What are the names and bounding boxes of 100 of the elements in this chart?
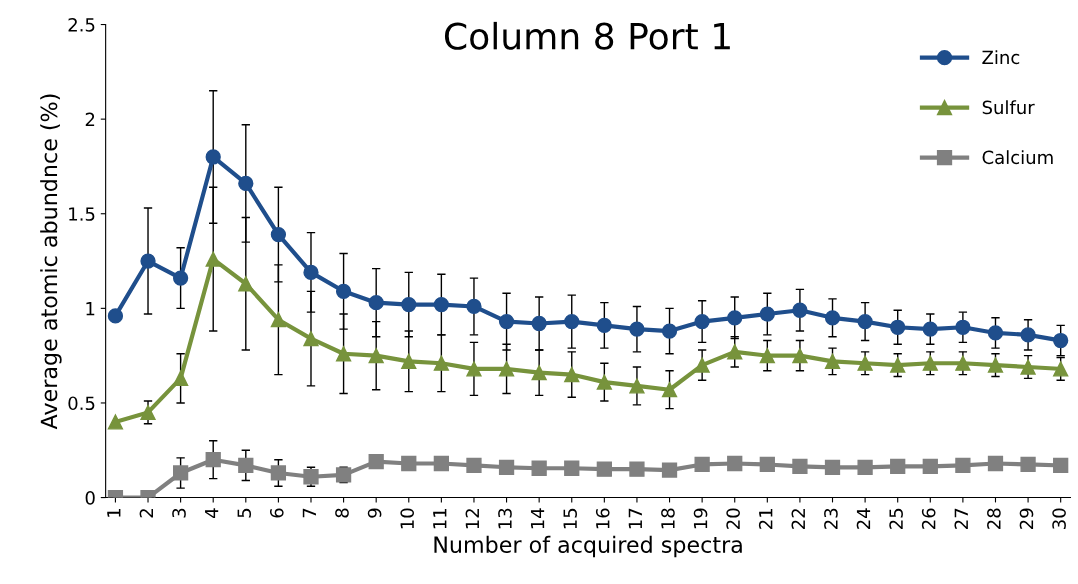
point [498,361,515,377]
point [498,313,515,330]
point [335,283,352,299]
point [107,308,124,324]
x-tick-label: 7 [302,508,316,518]
point [792,302,808,318]
x-tick-label: 2 [139,509,153,518]
x-tick-label: 28 [987,508,1001,529]
x-tick-label: 25 [889,508,903,529]
legend-label: Zinc [982,50,1020,65]
x-axis-title: Number of acquired spectra [434,535,742,558]
point [238,457,254,474]
point [955,319,971,335]
point [140,404,156,421]
point [107,414,124,430]
y-tick-label: 2 [85,112,95,126]
point [955,355,971,371]
point [759,306,775,322]
point [661,462,678,478]
y-tick-label: 1.5 [69,207,95,221]
y-tick-label: 0.5 [68,396,95,411]
point [596,317,612,334]
point [335,346,352,362]
x-tick-label: 15 [563,508,577,529]
point [1053,457,1069,474]
y-tick-label: 1 [86,302,95,316]
point [694,456,710,473]
point [303,264,319,281]
x-tick-label: 14 [530,508,545,529]
x-tick-label: 17 [628,508,642,529]
x-tick-label: 23 [824,508,838,529]
point [564,460,580,476]
x-tick-label: 20 [726,508,740,529]
point [955,457,971,474]
point [629,461,645,477]
legend-label: Sulfur [982,100,1035,115]
point [401,455,417,472]
point [857,313,873,330]
point [368,453,384,470]
point [792,348,808,364]
point [1053,361,1069,377]
x-tick-label: 24 [856,508,871,529]
x-tick-label: 6 [269,508,284,518]
point [890,357,906,373]
point [140,253,156,269]
point [890,319,906,335]
point [401,353,417,369]
point [238,276,254,292]
point [368,295,384,311]
x-tick-label: 21 [758,508,773,529]
x-tick-label: 13 [498,508,512,529]
point [824,459,841,475]
point [531,365,547,381]
x-tick-label: 4 [205,508,219,518]
point [433,296,450,313]
point [727,310,743,326]
point [694,313,710,330]
y-tick-label: 2.5 [68,17,95,32]
point [857,459,873,475]
point [1020,327,1036,343]
point [661,323,678,339]
x-tick-label: 16 [595,508,610,529]
point [564,313,580,330]
x-tick-label: 18 [661,508,675,529]
point [466,457,482,474]
legend-label: Calcium [982,150,1053,165]
x-tick-label: 29 [1019,508,1034,529]
point [922,355,938,371]
point [922,321,938,337]
point [303,330,319,347]
y-axis-title: Average atomic abundnce (%) [40,94,62,430]
y-tick-label: 0 [85,491,95,505]
point [629,321,645,337]
point [466,361,482,377]
x-tick-label: 12 [465,509,479,529]
x-tick-label: 9 [367,508,382,518]
point [498,459,515,475]
x-tick-label: 11 [433,508,447,529]
x-tick-label: 19 [693,508,708,529]
point [824,353,841,369]
point [922,458,938,474]
point [661,382,678,398]
point [987,357,1004,373]
point [1053,332,1069,349]
point [629,378,645,394]
x-tick-label: 27 [954,508,968,529]
point [596,374,612,390]
x-tick-label: 1 [107,508,121,517]
point [531,315,547,332]
point [172,370,189,387]
point [792,458,808,474]
point [270,465,287,481]
point [466,298,482,315]
point [564,366,580,383]
point [727,344,743,360]
point [238,175,254,192]
point [890,458,906,474]
point [987,325,1004,341]
point [987,455,1004,472]
point [857,355,873,371]
